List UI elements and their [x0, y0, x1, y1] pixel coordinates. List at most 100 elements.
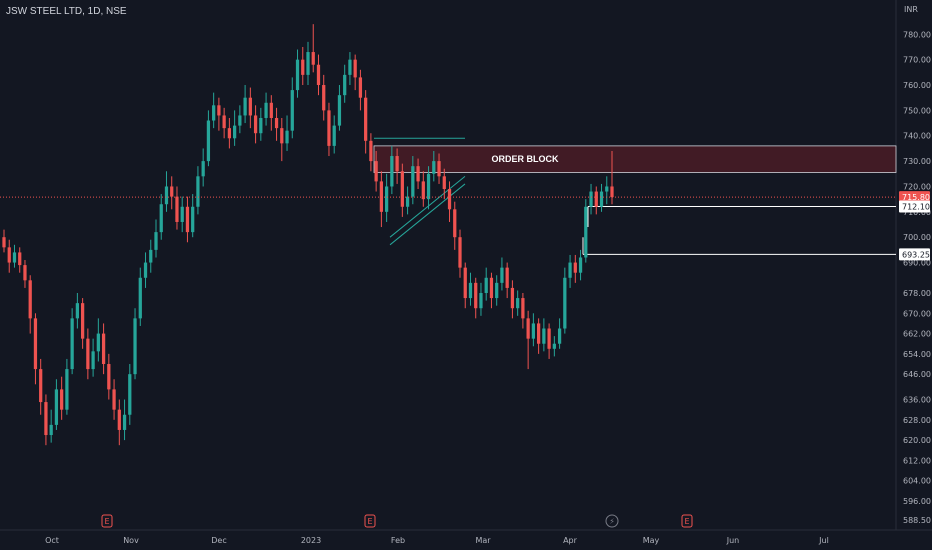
candle-body — [332, 125, 336, 146]
candle-body — [416, 166, 420, 182]
price-tick-label: 612.00 — [903, 456, 931, 465]
price-tick-label: 780.00 — [903, 30, 931, 39]
candle-body — [458, 237, 462, 268]
candle-body — [39, 369, 43, 403]
candle-body — [227, 128, 232, 139]
candle-body — [191, 206, 195, 233]
time-tick-label: Jun — [726, 536, 740, 545]
candle-body — [505, 267, 509, 288]
candle-body — [138, 277, 142, 319]
candle-body — [463, 267, 467, 299]
time-tick-label: Oct — [45, 536, 59, 545]
candle-body — [542, 328, 546, 344]
order-block-zone — [373, 145, 897, 173]
candle-body — [447, 189, 452, 210]
candle-body — [49, 424, 53, 436]
candle-body — [584, 206, 588, 258]
price-tag-label: 715.80 — [902, 193, 930, 202]
candle-body — [86, 338, 90, 370]
candle-body — [12, 252, 17, 263]
candle-body — [557, 328, 562, 344]
event-marker-label: E — [367, 517, 372, 526]
candle-body — [232, 125, 237, 139]
candle-body — [143, 262, 148, 278]
candle-body — [217, 105, 221, 116]
candle-body — [379, 181, 384, 212]
candle-body — [243, 97, 247, 116]
price-tick-label: 690.00 — [903, 259, 931, 268]
candle-body — [390, 156, 394, 187]
candle-body — [353, 59, 357, 78]
time-tick-label: Apr — [563, 536, 578, 545]
time-tick-label: Nov — [123, 536, 139, 545]
price-tag-label: 693.25 — [902, 250, 930, 259]
earnings-event-icon — [101, 514, 113, 528]
candle-body — [563, 277, 567, 329]
price-tick-label: 700.00 — [903, 233, 931, 242]
candle-body — [133, 318, 137, 375]
candle-body — [23, 265, 27, 281]
candle-body — [474, 282, 478, 309]
price-tick-label: 654.00 — [903, 350, 931, 359]
candle-body — [395, 156, 399, 172]
candle-body — [201, 161, 205, 177]
candle-body — [301, 59, 305, 75]
candle-body — [101, 333, 106, 365]
candle-body — [7, 247, 11, 263]
price-tick-label: 760.00 — [903, 81, 931, 90]
time-tick-label: 2023 — [301, 536, 321, 545]
candle-body — [521, 298, 525, 319]
price-tick-label: 596.00 — [903, 497, 931, 506]
candle-body — [479, 292, 483, 309]
price-tick-label: 730.00 — [903, 157, 931, 166]
price-tag — [899, 248, 930, 261]
price-tick-label: 670.00 — [903, 309, 931, 318]
price-tick-label: 620.00 — [903, 436, 931, 445]
candle-body — [526, 318, 530, 339]
candle-body — [552, 343, 556, 349]
candle-body — [70, 318, 74, 370]
candle-body — [516, 298, 520, 309]
candle-body — [468, 282, 473, 299]
candle-body — [295, 59, 300, 91]
candle-body — [536, 323, 541, 344]
candle-body — [107, 364, 111, 390]
candle-body — [442, 176, 446, 190]
candle-body — [206, 120, 211, 162]
candle-body — [248, 97, 252, 116]
price-tag — [899, 191, 930, 204]
candle-body — [264, 102, 268, 118]
candle-body — [322, 85, 326, 111]
event-marker-label: E — [684, 517, 689, 526]
candle-body — [149, 249, 153, 263]
candle-body — [164, 186, 169, 205]
order-block-label: ORDER BLOCK — [492, 154, 559, 164]
candle-body — [343, 74, 347, 96]
candle-body — [154, 232, 158, 250]
candle-body — [117, 409, 121, 430]
candle-body — [578, 257, 583, 273]
candle-body — [285, 130, 289, 144]
earnings-event-icon — [681, 514, 693, 528]
candle-body — [128, 374, 132, 415]
price-tick-label: 678.00 — [903, 289, 931, 298]
candle-body — [306, 52, 310, 75]
candle-body — [605, 186, 609, 192]
candle-body — [484, 277, 488, 293]
price-tick-label: 740.00 — [903, 132, 931, 141]
price-tag — [899, 200, 930, 213]
candle-body — [269, 102, 273, 118]
price-tick-label: 604.00 — [903, 477, 931, 486]
candle-body — [44, 402, 48, 436]
earnings-event-icon — [364, 514, 376, 528]
price-tick-label: 750.00 — [903, 106, 931, 115]
candle-body — [60, 389, 64, 410]
candle-body — [238, 115, 242, 126]
candle-body — [170, 186, 174, 197]
candle-body — [80, 303, 85, 339]
candle-body — [495, 282, 499, 299]
price-tag-label: 712.10 — [902, 203, 930, 212]
candle-body — [65, 369, 69, 410]
candle-body — [432, 161, 436, 174]
